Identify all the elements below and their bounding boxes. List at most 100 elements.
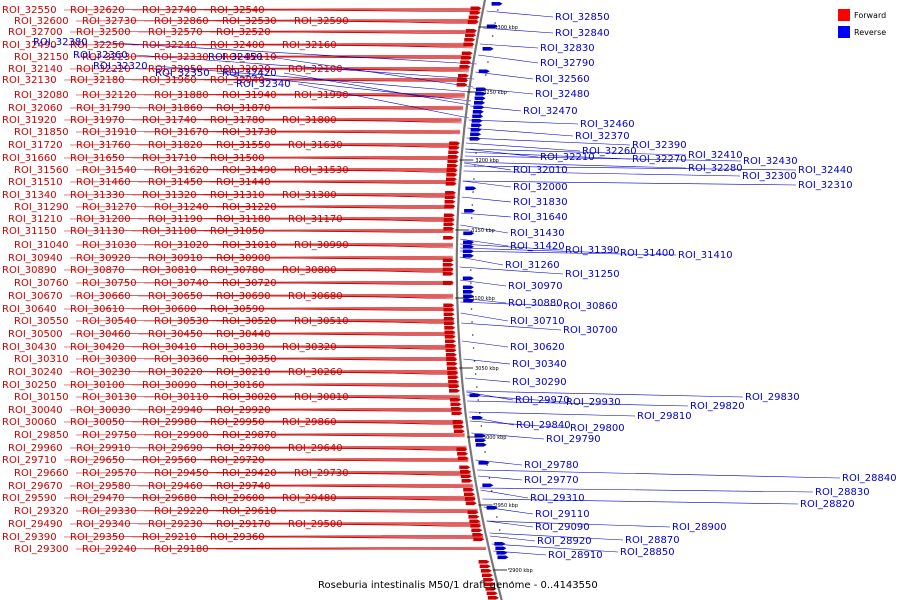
forward-label: ROI_30460 xyxy=(76,329,131,340)
forward-leader-line xyxy=(343,194,455,199)
scale-minor-dot xyxy=(473,178,475,180)
forward-feature-arrow xyxy=(460,60,472,65)
forward-feature-arrow xyxy=(445,353,457,357)
reverse-label: ROI_32280 xyxy=(688,163,743,174)
forward-feature-arrow xyxy=(444,335,456,339)
scale-minor-dot xyxy=(504,555,507,557)
forward-label: ROI_29170 xyxy=(216,519,271,530)
reverse-leader-line xyxy=(459,279,507,287)
forward-leader-line xyxy=(69,105,464,109)
forward-label: ROI_29940 xyxy=(148,405,203,416)
forward-label: ROI_31960 xyxy=(142,75,197,86)
reverse-feature-arrow xyxy=(462,249,474,254)
forward-leader-line xyxy=(75,18,478,22)
forward-feature-arrow xyxy=(443,222,455,227)
forward-label: ROI_31870 xyxy=(216,103,271,114)
scale-minor-dot xyxy=(470,217,473,219)
forward-leader-line xyxy=(277,144,459,148)
reverse-leader-line xyxy=(464,162,512,171)
feature-arrows xyxy=(442,2,509,600)
reverse-label: ROI_28910 xyxy=(548,550,603,561)
forward-feature-arrow xyxy=(451,411,463,416)
reverse-feature-arrow xyxy=(495,546,507,551)
forward-leader-line xyxy=(349,523,481,528)
forward-label: ROI_29710 xyxy=(2,455,57,466)
reverse-feature-arrow xyxy=(472,416,484,420)
forward-label: ROI_32080 xyxy=(14,90,69,101)
reverse-label: ROI_31260 xyxy=(505,260,560,271)
forward-label: ROI_29860 xyxy=(282,417,337,428)
forward-leader-line xyxy=(283,358,457,362)
forward-feature-arrow xyxy=(463,488,475,492)
forward-label: ROI_29300 xyxy=(14,544,69,555)
reverse-leader-line xyxy=(466,137,631,146)
scale-ticks: 3300 kbp 3250 kbp 3200 kbp 3150 kbp 3100 kbp… xyxy=(455,9,533,583)
forward-label: ROI_32150 xyxy=(14,52,69,63)
forward-leader-line xyxy=(283,56,471,60)
forward-label: ROI_31710 xyxy=(142,153,197,164)
forward-feature-arrow xyxy=(448,146,460,150)
forward-label: ROI_32100 xyxy=(288,64,343,75)
forward-label: ROI_30940 xyxy=(8,253,63,264)
forward-label: ROI_29870 xyxy=(222,430,277,441)
reverse-leader-line xyxy=(475,71,534,80)
forward-label: ROI_30910 xyxy=(148,253,203,264)
reverse-label: ROI_29930 xyxy=(566,397,621,408)
reverse-leader-line xyxy=(462,340,509,348)
reverse-label: ROI_30880 xyxy=(508,298,563,309)
forward-label: ROI_30780 xyxy=(210,265,265,276)
reverse-label: ROI_29810 xyxy=(637,411,692,422)
forward-label: ROI_31320 xyxy=(142,190,197,201)
forward-label: ROI_32020 xyxy=(216,64,271,75)
scale-minor-dot xyxy=(480,425,483,427)
forward-leader-line xyxy=(271,119,462,123)
forward-label: ROI_29350 xyxy=(70,532,125,543)
reverse-leader-line xyxy=(478,475,523,481)
forward-label: ROI_32250 xyxy=(70,40,125,51)
forward-leader-line xyxy=(137,447,467,449)
reverse-leader-line xyxy=(471,432,545,440)
forward-label: ROI_30540 xyxy=(82,316,137,327)
reverse-feature-arrow xyxy=(475,443,487,447)
forward-label: ROI_32520 xyxy=(216,27,271,38)
forward-leader-line xyxy=(131,497,476,499)
forward-feature-arrow xyxy=(456,447,468,452)
scale-minor-dot xyxy=(488,477,491,479)
legend-forward-swatch xyxy=(838,9,850,21)
forward-label: ROI_30030 xyxy=(76,405,131,416)
reverse-label: ROI_30340 xyxy=(512,359,567,370)
forward-feature-arrow xyxy=(453,425,465,429)
forward-label: ROI_31630 xyxy=(288,140,343,151)
forward-label: ROI_30040 xyxy=(8,405,63,416)
reverse-label: ROI_32470 xyxy=(523,106,578,117)
reverse-label: ROI_29830 xyxy=(745,392,800,403)
forward-label: ROI_30500 xyxy=(8,329,63,340)
forward-feature-arrow xyxy=(464,497,476,501)
forward-label: ROI_32180 xyxy=(70,75,125,86)
forward-leader-line xyxy=(277,257,453,261)
forward-leader-line xyxy=(271,421,463,425)
forward-label: ROI_31180 xyxy=(216,214,271,225)
scale-minor-dot xyxy=(501,542,504,544)
reverse-feature-arrow xyxy=(482,483,494,488)
forward-feature-arrow xyxy=(460,470,472,474)
forward-leader-line xyxy=(131,308,454,310)
forward-label: ROI_31760 xyxy=(76,140,131,151)
reverse-feature-arrow xyxy=(470,132,482,137)
forward-leader-line xyxy=(283,206,455,210)
reverse-leader-line xyxy=(489,535,536,542)
scale-tick-label: 3050 kbp xyxy=(475,366,499,372)
reverse-label: ROI_29820 xyxy=(690,401,745,412)
reverse-feature-arrow xyxy=(470,128,482,132)
forward-label: ROI_30740 xyxy=(154,278,209,289)
reverse-label: ROI_30290 xyxy=(512,377,567,388)
reverse-feature-arrow xyxy=(486,506,498,510)
forward-leader-line xyxy=(143,20,478,22)
forward-label: ROI_29720 xyxy=(210,455,265,466)
forward-leader-line xyxy=(271,230,454,234)
reverse-label: ROI_29840 xyxy=(516,420,571,431)
reverse-leader-line xyxy=(269,56,474,88)
forward-label: ROI_29650 xyxy=(70,455,125,466)
forward-feature-arrow xyxy=(448,384,460,389)
forward-leader-line xyxy=(271,384,459,388)
